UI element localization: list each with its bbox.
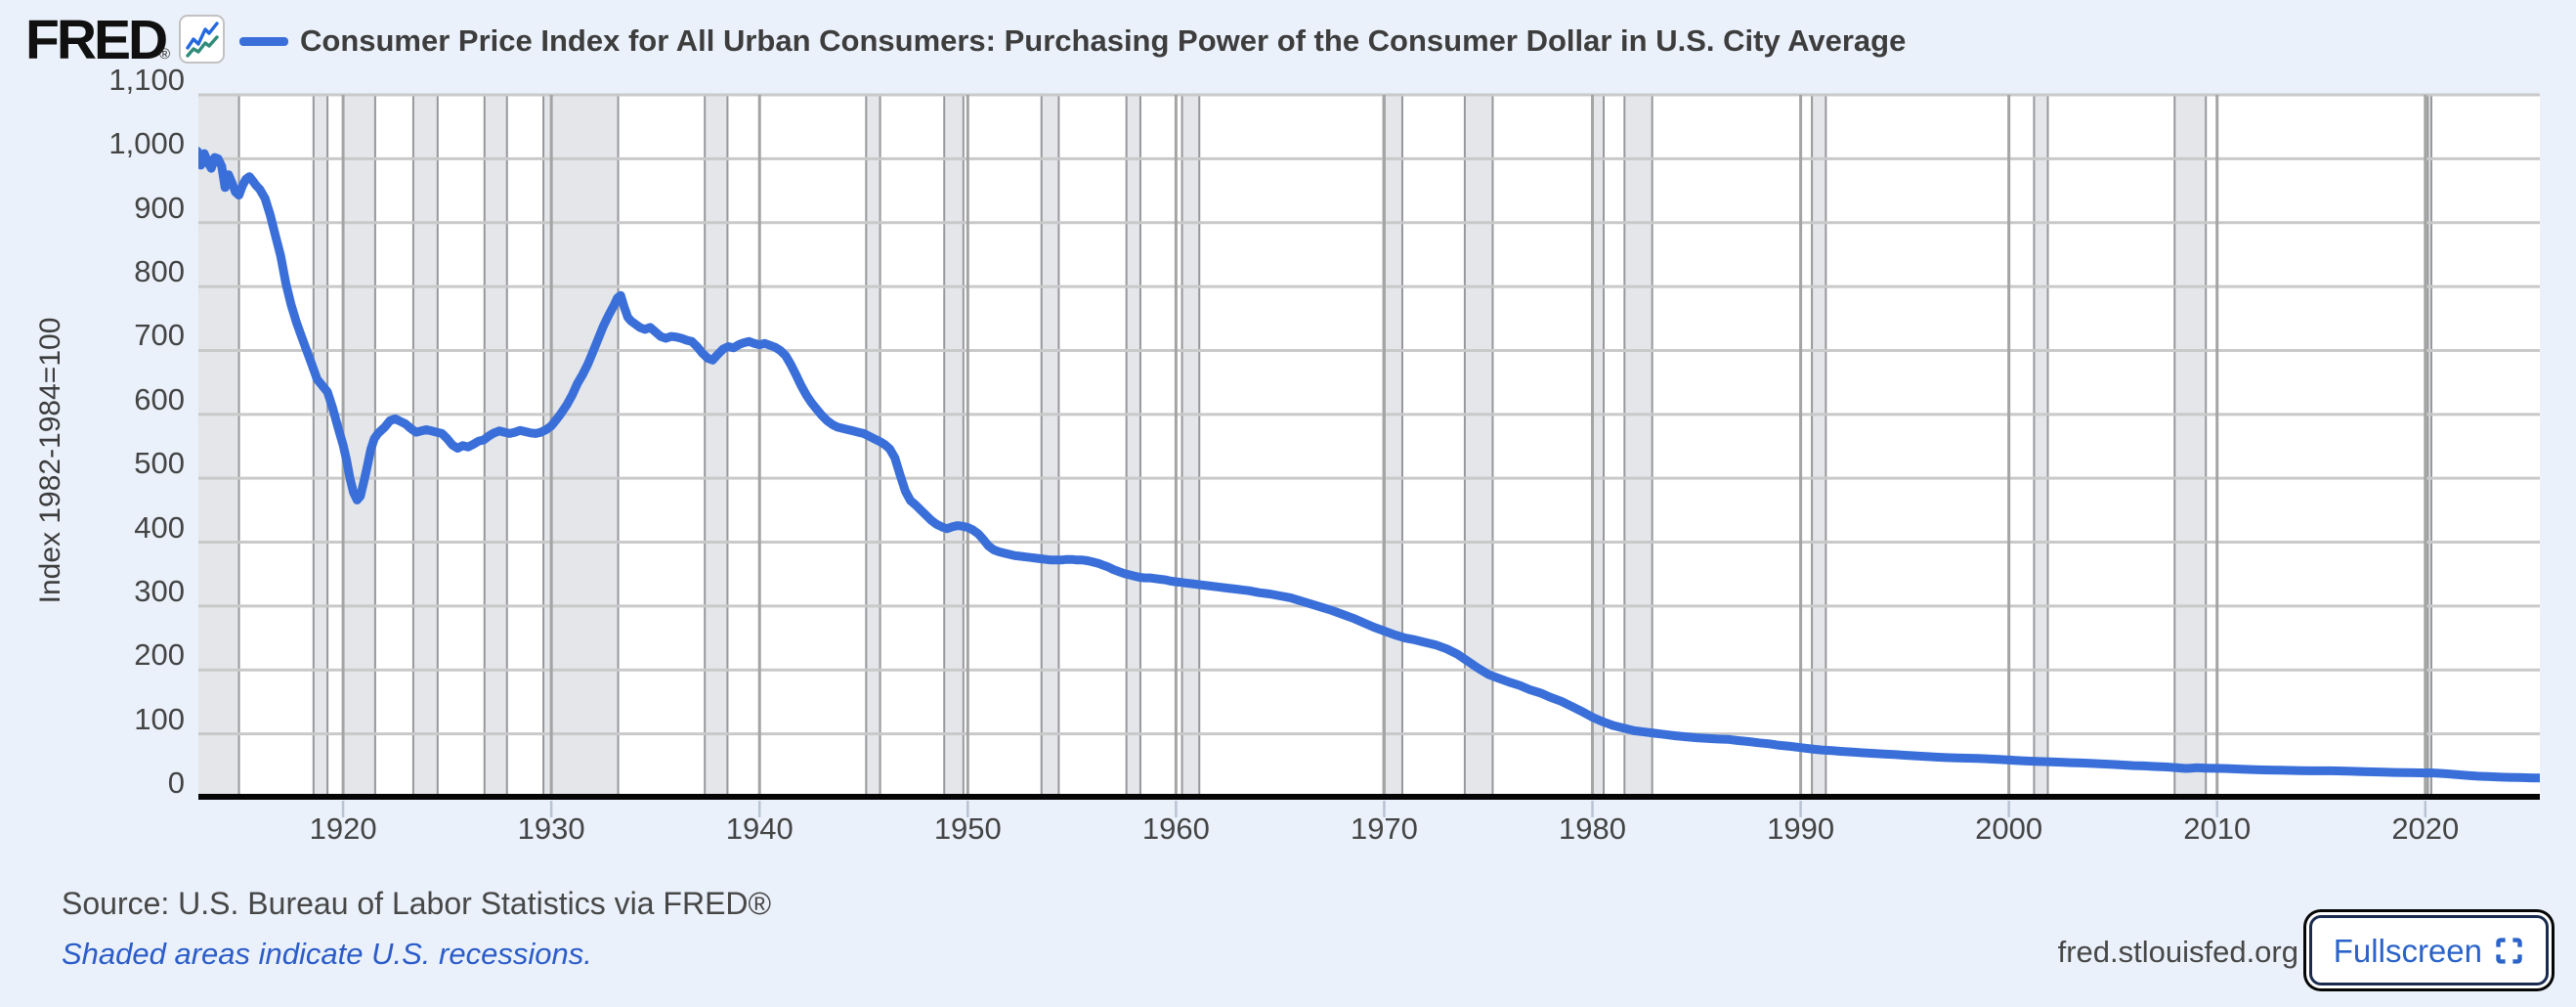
y-tick-label: 600 xyxy=(134,381,185,416)
y-tick-label: 400 xyxy=(134,509,185,545)
x-tick-label: 2020 xyxy=(2391,811,2460,846)
x-tick-label: 1970 xyxy=(1350,811,1418,846)
mini-line-chart-glyph xyxy=(185,22,219,58)
legend-line-swatch xyxy=(239,37,288,46)
x-tick-label: 2010 xyxy=(2183,811,2252,846)
y-tick-label: 1,000 xyxy=(108,126,185,161)
y-tick-label: 0 xyxy=(167,766,185,800)
x-axis-line xyxy=(198,794,2540,800)
mini-line-chart-icon xyxy=(179,15,225,64)
y-tick-label: 700 xyxy=(134,318,185,353)
x-tick-label: 1960 xyxy=(1141,811,1210,846)
horizontal-gridlines xyxy=(198,93,2540,736)
x-tick-label: 1920 xyxy=(309,811,377,846)
x-tick-label: 1950 xyxy=(933,811,1002,846)
y-tick-label: 200 xyxy=(134,637,185,673)
x-tick-label: 1990 xyxy=(1767,811,1835,846)
y-tick-label: 1,100 xyxy=(108,63,185,97)
recessions-note-link[interactable]: Shaded areas indicate U.S. recessions. xyxy=(62,937,592,971)
y-tick-label: 800 xyxy=(134,254,185,289)
data-line[interactable] xyxy=(197,147,2540,783)
registered-trademark: ® xyxy=(159,46,171,63)
y-tick-label: 900 xyxy=(134,190,185,225)
chart-title: Consumer Price Index for All Urban Consu… xyxy=(300,23,1907,58)
y-tick-label: 500 xyxy=(134,446,185,481)
recession-bands xyxy=(198,95,2432,798)
x-tick-label: 1980 xyxy=(1559,811,1626,846)
fullscreen-label: Fullscreen xyxy=(2333,932,2482,969)
x-tick-label: 1940 xyxy=(725,811,794,846)
x-tick-label: 1930 xyxy=(517,811,585,846)
site-url-text: fred.stlouisfed.org xyxy=(2057,935,2298,969)
x-tick-label: 2000 xyxy=(1975,811,2043,846)
fred-logo: FRED xyxy=(25,9,168,71)
source-text: Source: U.S. Bureau of Labor Statistics … xyxy=(62,886,772,921)
expand-icon xyxy=(2496,937,2522,964)
fullscreen-button[interactable]: Fullscreen xyxy=(2308,915,2549,985)
y-tick-label: 100 xyxy=(134,701,185,736)
y-tick-label: 300 xyxy=(134,573,185,608)
